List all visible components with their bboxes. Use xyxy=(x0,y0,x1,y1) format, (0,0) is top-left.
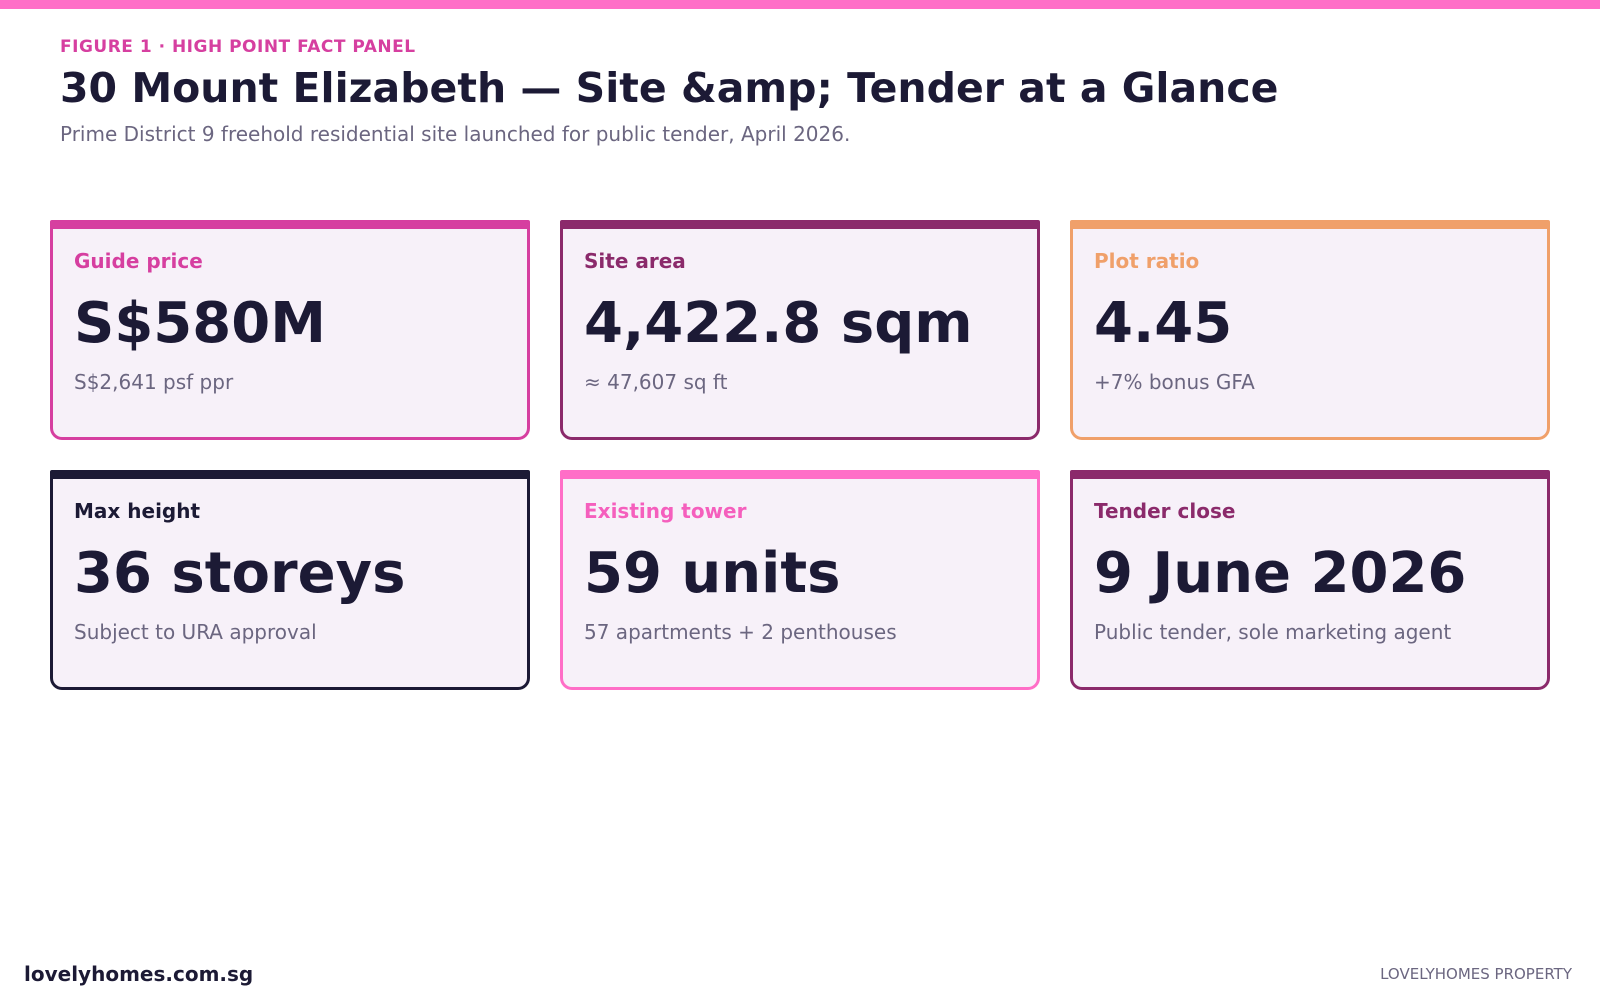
fact-card: Site area 4,422.8 sqm ≈ 47,607 sq ft xyxy=(560,220,1040,440)
fact-card: Guide price S$580M S$2,641 psf ppr xyxy=(50,220,530,440)
title: 30 Mount Elizabeth — Site &amp; Tender a… xyxy=(60,64,1279,112)
card-label: Plot ratio xyxy=(1094,249,1200,273)
card-value: 59 units xyxy=(584,541,841,606)
card-label: Site area xyxy=(584,249,686,273)
footer-brand: LOVELYHOMES PROPERTY xyxy=(1380,965,1572,983)
card-note: S$2,641 psf ppr xyxy=(74,370,234,394)
fact-card: Plot ratio 4.45 +7% bonus GFA xyxy=(1070,220,1550,440)
fact-card: Max height 36 storeys Subject to URA appro… xyxy=(50,470,530,690)
card-value: 36 storeys xyxy=(74,541,406,606)
top-bar xyxy=(0,0,1600,9)
card-value: 4.45 xyxy=(1094,291,1233,356)
kicker: FIGURE 1 · HIGH POINT FACT PANEL xyxy=(60,37,416,57)
card-value: 4,422.8 sqm xyxy=(584,291,973,356)
card-note: Subject to URA approval xyxy=(74,620,317,644)
subtitle: Prime District 9 freehold residential si… xyxy=(60,122,851,146)
fact-card: Tender close 9 June 2026 Public tender, so… xyxy=(1070,470,1550,690)
card-label: Guide price xyxy=(74,249,203,273)
card-value: S$580M xyxy=(74,291,326,356)
card-label: Max height xyxy=(74,499,201,523)
card-note: 57 apartments + 2 penthouses xyxy=(584,620,897,644)
card-value: 9 June 2026 xyxy=(1094,541,1467,606)
card-note: Public tender, sole marketing agent xyxy=(1094,620,1452,644)
card-label: Tender close xyxy=(1094,499,1236,523)
footer-site: lovelyhomes.com.sg xyxy=(24,962,254,986)
card-note: +7% bonus GFA xyxy=(1094,370,1255,394)
fact-card: Existing tower 59 units 57 apartments + 2 … xyxy=(560,470,1040,690)
card-label: Existing tower xyxy=(584,499,747,523)
card-note: ≈ 47,607 sq ft xyxy=(584,370,728,394)
